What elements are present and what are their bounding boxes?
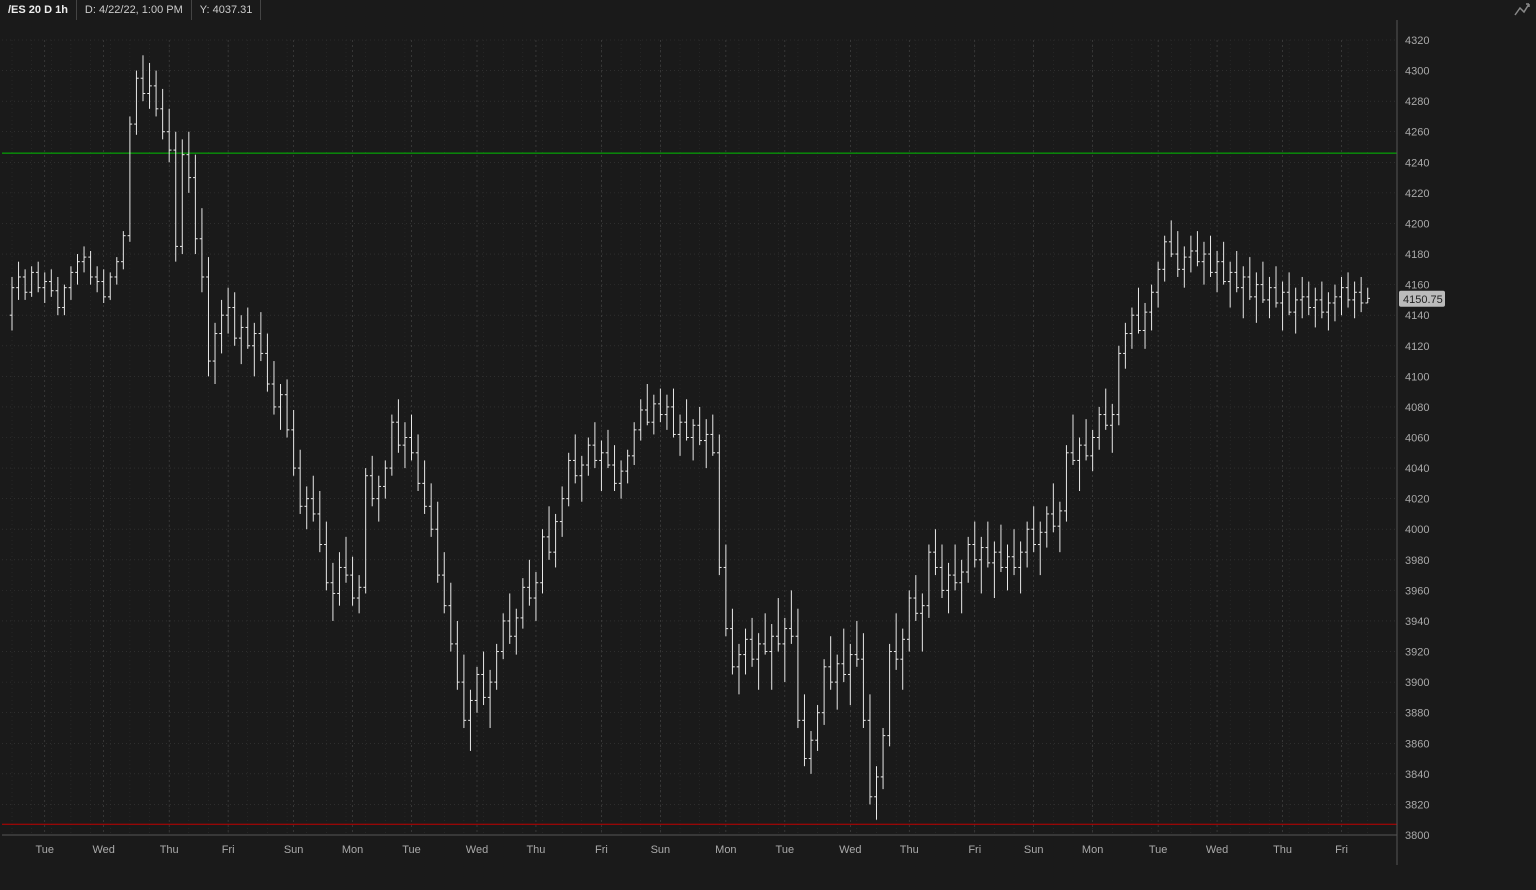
x-tick-label: Fri [222, 844, 235, 856]
y-tick-label: 3820 [1405, 799, 1429, 811]
y-tick-label: 4180 [1405, 249, 1429, 261]
y-tick-label: 3800 [1405, 830, 1429, 842]
y-tick-label: 4160 [1405, 280, 1429, 292]
y-tick-label: 3920 [1405, 647, 1429, 659]
y-tick-label: 3960 [1405, 585, 1429, 597]
chart-area[interactable]: 3800 3820 3840 3860 3880 3900 3920 3940 3960 3980… [0, 20, 1536, 890]
y-value: 4037.31 [213, 4, 253, 16]
x-tick-label: Thu [900, 844, 919, 856]
last-price-value: 4150.75 [1403, 294, 1443, 306]
x-tick-label: Sun [651, 844, 671, 856]
date-label: D: [85, 4, 96, 16]
x-tick-label: Thu [526, 844, 545, 856]
y-label: Y: [200, 4, 210, 16]
x-tick-label: Sun [1024, 844, 1044, 856]
y-tick-label: 4000 [1405, 524, 1429, 536]
y-tick-label: 4200 [1405, 218, 1429, 230]
x-tick-label: Wed [1206, 844, 1228, 856]
date-value: 4/22/22, 1:00 PM [99, 4, 183, 16]
y-tick-label: 3880 [1405, 708, 1429, 720]
y-tick-label: 4040 [1405, 463, 1429, 475]
y-tick-label: 4220 [1405, 188, 1429, 200]
x-tick-label: Mon [1082, 844, 1103, 856]
y-tick-label: 4280 [1405, 96, 1429, 108]
x-tick-label: Wed [839, 844, 861, 856]
x-tick-label: Sun [284, 844, 304, 856]
y-tick-label: 4120 [1405, 341, 1429, 353]
y-tick-label: 4260 [1405, 127, 1429, 139]
symbol-field[interactable]: /ES 20 D 1h [0, 0, 77, 20]
x-tick-label: Fri [968, 844, 981, 856]
x-tick-label: Fri [595, 844, 608, 856]
y-tick-label: 3940 [1405, 616, 1429, 628]
y-tick-label: 4100 [1405, 371, 1429, 383]
y-tick-label: 4140 [1405, 310, 1429, 322]
y-tick-label: 4320 [1405, 35, 1429, 47]
y-field[interactable]: Y: 4037.31 [192, 0, 262, 20]
x-tick-label: Fri [1335, 844, 1348, 856]
x-tick-label: Wed [466, 844, 488, 856]
y-tick-label: 3980 [1405, 555, 1429, 567]
y-tick-label: 3840 [1405, 769, 1429, 781]
y-tick-label: 4080 [1405, 402, 1429, 414]
y-tick-label: 4060 [1405, 433, 1429, 445]
x-tick-label: Thu [1273, 844, 1292, 856]
y-tick-label: 4020 [1405, 494, 1429, 506]
x-tick-label: Tue [35, 844, 54, 856]
y-tick-label: 3900 [1405, 677, 1429, 689]
y-tick-label: 3860 [1405, 738, 1429, 750]
y-tick-label: 4240 [1405, 157, 1429, 169]
x-tick-label: Tue [402, 844, 421, 856]
x-tick-label: Wed [92, 844, 114, 856]
x-tick-label: Mon [715, 844, 736, 856]
top-bar: /ES 20 D 1h D: 4/22/22, 1:00 PM Y: 4037.… [0, 0, 1536, 21]
x-tick-label: Mon [342, 844, 363, 856]
x-tick-label: Thu [160, 844, 179, 856]
chart-settings-icon[interactable] [1514, 2, 1530, 18]
chart-window: /ES 20 D 1h D: 4/22/22, 1:00 PM Y: 4037.… [0, 0, 1536, 890]
x-tick-label: Tue [776, 844, 795, 856]
y-tick-label: 4300 [1405, 66, 1429, 78]
x-tick-label: Tue [1149, 844, 1168, 856]
date-field[interactable]: D: 4/22/22, 1:00 PM [77, 0, 192, 20]
